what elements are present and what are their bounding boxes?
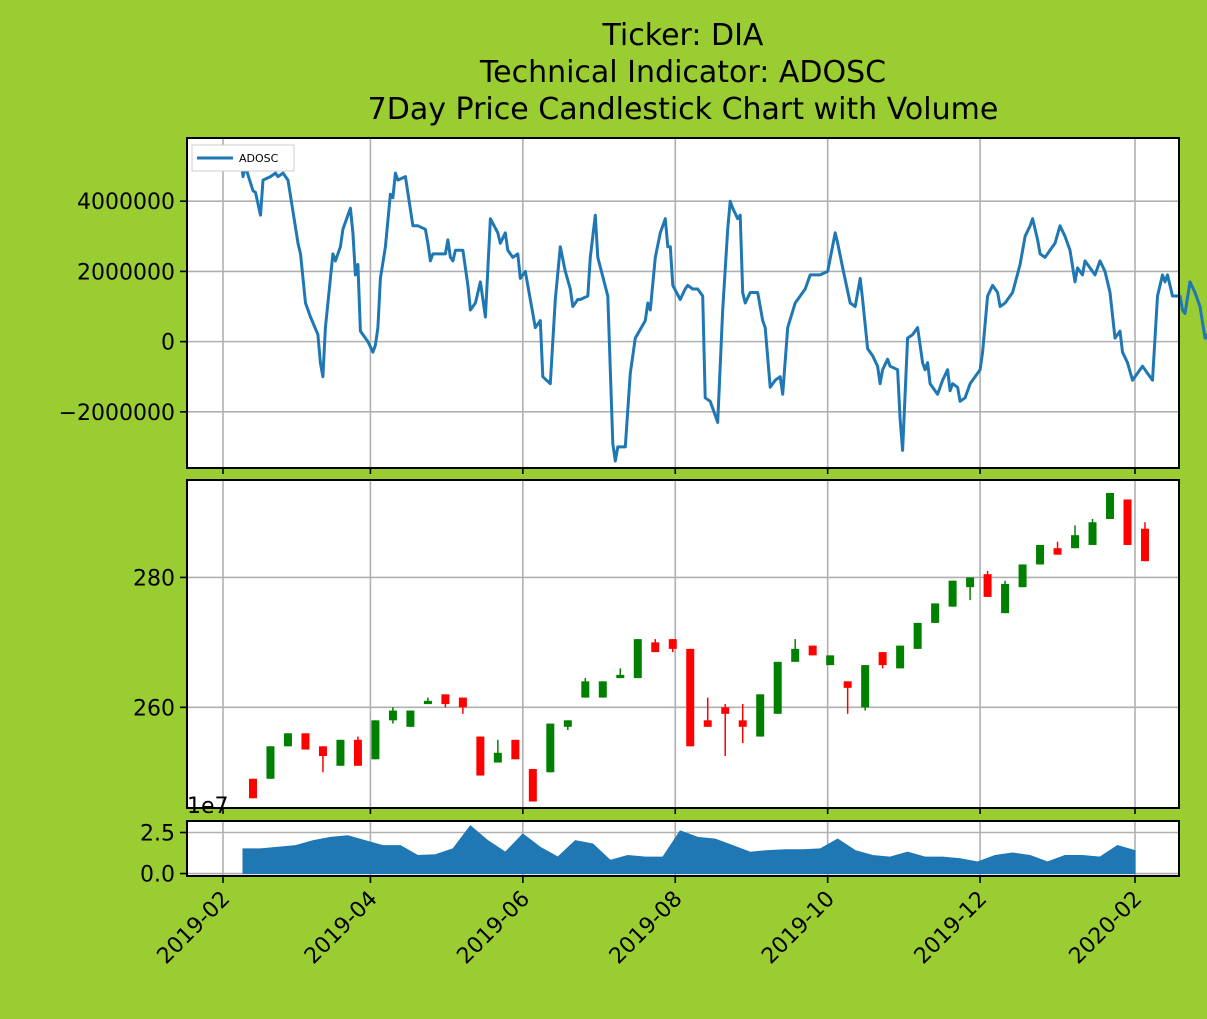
candle-body — [371, 720, 380, 760]
vol-ytick-label: 2.5 — [140, 821, 175, 846]
candle-body — [423, 700, 432, 705]
candle-body — [1001, 583, 1010, 614]
candle-body — [458, 697, 467, 708]
indicator-panel: ADOSC −2000000 0 2000000 4000000 — [59, 137, 1207, 469]
candle-body — [598, 681, 607, 698]
candle-body — [1140, 528, 1149, 562]
candle-body — [318, 746, 327, 757]
candle-body — [493, 752, 502, 763]
candle-body — [616, 674, 625, 679]
vol-ytick-label: 0.0 — [140, 863, 175, 888]
xtick-label: 2019-02 — [153, 887, 236, 970]
ind-ytick-label: −2000000 — [59, 401, 175, 426]
volume-panel: 0.0 2.5 1e7 — [140, 794, 1180, 888]
candle-body — [581, 681, 590, 698]
candle-body — [336, 739, 345, 766]
indicator-panel-frame — [186, 137, 1180, 469]
candle-body — [948, 580, 957, 607]
candle-body — [283, 733, 292, 747]
legend: ADOSC — [191, 144, 295, 172]
candle-body — [563, 720, 572, 727]
candle-body — [1088, 522, 1097, 545]
indicator-yticks: −2000000 0 2000000 4000000 — [59, 190, 187, 426]
xtick-label: 2019-04 — [300, 887, 383, 970]
candle-body — [668, 639, 677, 649]
indicator-plot — [239, 151, 1207, 463]
xtick-label: 2019-10 — [757, 887, 840, 970]
candle-body — [896, 645, 905, 669]
candle-body — [878, 652, 887, 666]
candle-body — [301, 733, 310, 750]
candle-body — [983, 574, 992, 597]
candle-body — [1018, 564, 1027, 588]
volume-area — [242, 825, 1136, 874]
candle-body — [546, 723, 555, 773]
candle-body — [966, 577, 975, 588]
price-ytick-label: 280 — [133, 566, 175, 591]
volume-plot — [242, 825, 1136, 874]
candle-body — [826, 655, 835, 666]
indicator-panel-bg — [187, 138, 1179, 468]
adosc-line — [239, 151, 1207, 463]
candle-body — [808, 645, 817, 656]
candle-body — [406, 710, 415, 727]
candle-body — [791, 648, 800, 662]
volume-panel-frame — [186, 820, 1180, 877]
chart-title-line3: 7Day Price Candlestick Chart with Volume — [368, 92, 999, 127]
candle-body — [1106, 492, 1115, 519]
candle-body — [1036, 544, 1045, 565]
candle-body — [843, 681, 852, 688]
candle-body — [248, 778, 257, 799]
ind-ytick-label: 2000000 — [77, 260, 175, 285]
candle-body — [633, 639, 642, 679]
price-yticks: 260 280 — [133, 566, 187, 721]
xtick-label: 2019-12 — [910, 887, 993, 970]
candle-body — [1123, 499, 1132, 545]
candle-body — [703, 720, 712, 727]
candle-body — [1053, 548, 1062, 555]
ind-ytick-label: 0 — [161, 331, 175, 356]
volume-yticks: 0.0 2.5 — [140, 821, 187, 888]
candle-body — [931, 603, 940, 623]
price-panel-frame — [186, 479, 1180, 809]
indicator-grid — [187, 138, 1179, 468]
xtick-label: 2020-02 — [1065, 887, 1148, 970]
candle-body — [1071, 535, 1080, 549]
candle-body — [441, 694, 450, 705]
candle-body — [913, 622, 922, 649]
price-panel-bg — [187, 480, 1179, 808]
chart-title-line2: Technical Indicator: ADOSC — [479, 55, 886, 90]
candle-body — [738, 720, 747, 727]
candle-body — [528, 769, 537, 802]
price-plot — [248, 492, 1149, 802]
candle-body — [511, 739, 520, 760]
volume-offset-label: 1e7 — [187, 794, 229, 819]
ind-ytick-label: 4000000 — [77, 190, 175, 215]
candle-body — [721, 707, 730, 714]
candle-body — [686, 648, 695, 747]
xtick-label: 2019-06 — [452, 887, 535, 970]
candle-body — [388, 710, 397, 721]
candle-body — [773, 661, 782, 714]
candle-body — [266, 746, 275, 779]
price-panel: 260 280 — [133, 479, 1180, 809]
candle-body — [756, 694, 765, 737]
candle-body — [861, 665, 870, 708]
xtick-label: 2019-08 — [605, 887, 688, 970]
candle-body — [353, 739, 362, 766]
legend-label-adosc: ADOSC — [239, 152, 279, 165]
chart-title-line1: Ticker: DIA — [602, 18, 764, 53]
candle-body — [476, 736, 485, 776]
candle-body — [651, 642, 660, 653]
price-ytick-label: 260 — [133, 696, 175, 721]
